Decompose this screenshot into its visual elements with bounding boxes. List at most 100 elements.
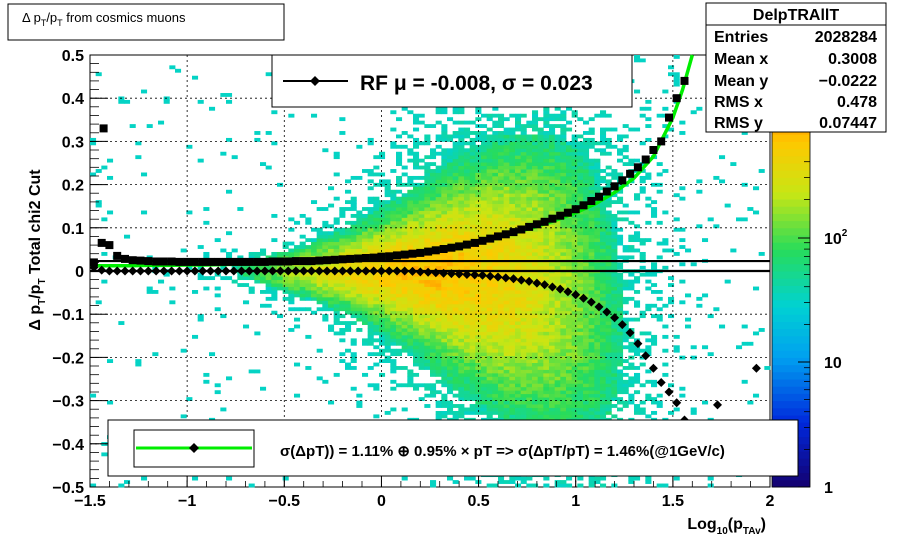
- heatmap-cell: [481, 383, 488, 388]
- heatmap-cell: [492, 213, 499, 218]
- heatmap-cell: [492, 162, 499, 166]
- heatmap-cell: [611, 200, 618, 205]
- heatmap-cell: [390, 200, 397, 205]
- heatmap-cell: [673, 193, 680, 198]
- heatmap-cell: [396, 276, 403, 281]
- heatmap-cell: [617, 303, 624, 308]
- heatmap-cell: [384, 186, 391, 191]
- heatmap-cell: [413, 207, 420, 211]
- heatmap-cell: [543, 200, 550, 205]
- heatmap-cell: [668, 314, 675, 319]
- heatmap-cell: [328, 245, 335, 249]
- heatmap-cell: [617, 238, 624, 243]
- heatmap-cell: [458, 407, 465, 412]
- heatmap-cell: [588, 480, 595, 484]
- heatmap-cell: [600, 397, 607, 401]
- heatmap-cell: [464, 345, 471, 350]
- heatmap-cell: [526, 186, 533, 191]
- heatmap-cell: [339, 262, 346, 267]
- heatmap-cell: [588, 283, 595, 287]
- heatmap-cell: [560, 272, 567, 277]
- heatmap-cell: [333, 372, 340, 377]
- heatmap-cell: [390, 238, 397, 243]
- heatmap-cell: [458, 300, 465, 305]
- heatmap-cell: [600, 303, 607, 308]
- heatmap-cell: [452, 324, 459, 329]
- heatmap-cell: [571, 224, 578, 229]
- heatmap-cell: [141, 210, 148, 215]
- heatmap-cell: [441, 345, 448, 350]
- heatmap-cell: [509, 265, 516, 270]
- heatmap-cell: [203, 207, 210, 211]
- heatmap-cell: [435, 279, 442, 284]
- heatmap-cell: [577, 321, 584, 325]
- heatmap-cell: [571, 321, 578, 325]
- heatmap-cell: [600, 279, 607, 284]
- heatmap-cell: [464, 224, 471, 229]
- heatmap-cell: [469, 307, 476, 312]
- heatmap-cell: [656, 182, 663, 187]
- heatmap-cell: [328, 241, 335, 246]
- heatmap-cell: [532, 393, 539, 398]
- heatmap-cell: [583, 386, 590, 391]
- heatmap-cell: [464, 193, 471, 198]
- heatmap-cell: [503, 324, 510, 329]
- heatmap-cell: [401, 303, 408, 308]
- heatmap-cell: [543, 290, 550, 294]
- heatmap-cell: [282, 245, 289, 249]
- heatmap-cell: [367, 334, 374, 339]
- heatmap-cell: [583, 175, 590, 180]
- heatmap-cell: [515, 393, 522, 398]
- heatmap-cell: [713, 224, 720, 229]
- heatmap-cell: [583, 248, 590, 253]
- heatmap-cell: [503, 213, 510, 218]
- heatmap-cell: [350, 366, 357, 370]
- heatmap-cell: [452, 352, 459, 357]
- heatmap-cell: [396, 314, 403, 319]
- heatmap-cell: [373, 286, 380, 291]
- heatmap-cell: [537, 134, 544, 139]
- heatmap-cell: [520, 362, 527, 367]
- heatmap-cell: [515, 265, 522, 270]
- heatmap-cell: [441, 359, 448, 363]
- heatmap-cell: [543, 379, 550, 384]
- heatmap-cell: [532, 175, 539, 180]
- heatmap-cell: [367, 321, 374, 325]
- heatmap-cell: [481, 207, 488, 211]
- heatmap-cell: [458, 310, 465, 315]
- heatmap-cell: [452, 341, 459, 346]
- heatmap-cell: [583, 300, 590, 305]
- heatmap-cell: [651, 265, 658, 270]
- heatmap-cell: [384, 345, 391, 350]
- heatmap-cell: [452, 348, 459, 353]
- heatmap-cell: [481, 141, 488, 146]
- heatmap-cell: [101, 165, 108, 170]
- heatmap-cell: [554, 134, 561, 139]
- heatmap-cell: [617, 400, 624, 405]
- heatmap-cell: [549, 331, 556, 336]
- heatmap-cell: [413, 307, 420, 312]
- heatmap-cell: [594, 141, 601, 146]
- heatmap-cell: [481, 248, 488, 253]
- heatmap-cell: [345, 300, 352, 305]
- heatmap-cell: [401, 182, 408, 187]
- heatmap-cell: [407, 220, 414, 225]
- heatmap-cell: [509, 303, 516, 308]
- heatmap-cell: [356, 144, 363, 149]
- heatmap-cell: [333, 248, 340, 253]
- heatmap-cell: [430, 334, 437, 339]
- heatmap-cell: [407, 193, 414, 198]
- heatmap-cell: [464, 290, 471, 294]
- heatmap-cell: [197, 314, 204, 319]
- heatmap-cell: [469, 141, 476, 146]
- heatmap-cell: [379, 276, 386, 281]
- heatmap-cell: [413, 317, 420, 322]
- heatmap-cell: [560, 234, 567, 239]
- heatmap-cell: [498, 341, 505, 346]
- heatmap-cell: [690, 345, 697, 350]
- heatmap-cell: [526, 404, 533, 408]
- heatmap-cell: [611, 383, 618, 388]
- heatmap-cell: [435, 293, 442, 298]
- heatmap-cell: [305, 248, 312, 253]
- heatmap-cell: [379, 303, 386, 308]
